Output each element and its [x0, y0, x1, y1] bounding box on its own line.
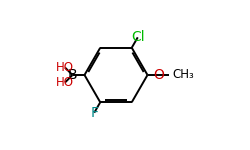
Text: O: O — [153, 68, 164, 82]
Text: Cl: Cl — [131, 30, 144, 44]
Text: HO: HO — [56, 76, 74, 89]
Text: B: B — [68, 68, 77, 82]
Text: F: F — [90, 106, 98, 120]
Text: HO: HO — [56, 61, 74, 74]
Text: CH₃: CH₃ — [172, 69, 194, 81]
